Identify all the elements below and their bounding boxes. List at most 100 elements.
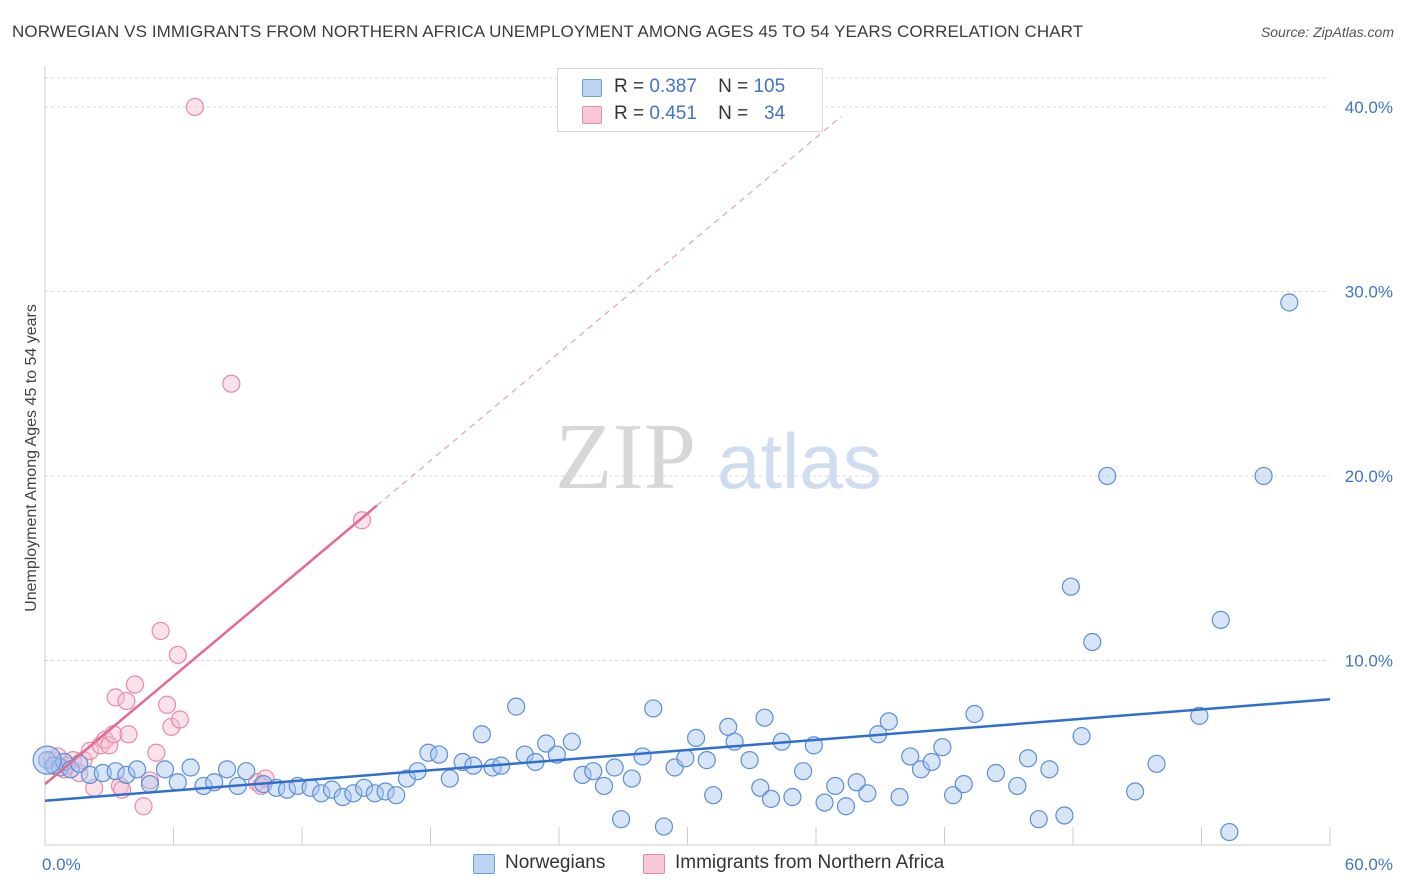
point-immigrants	[170, 710, 190, 729]
point-norwegians	[755, 708, 774, 727]
point-norwegians	[1018, 749, 1038, 768]
point-norwegians	[155, 760, 175, 779]
watermark-zip: ZIP	[555, 405, 696, 509]
point-immigrants	[119, 725, 138, 744]
bottom-legend-label: Norwegians	[505, 852, 606, 873]
point-norwegians	[217, 760, 237, 779]
point-norwegians	[644, 699, 663, 718]
point-norwegians	[537, 734, 556, 753]
point-norwegians	[573, 765, 592, 784]
point-norwegians	[1055, 806, 1074, 825]
legend-n-value: 105	[753, 76, 786, 97]
axes	[44, 66, 1331, 846]
point-norwegians	[594, 776, 614, 796]
point-norwegians	[612, 810, 631, 829]
correlation-legend: R = 0.387 N = 105 R = 0.451 N = 34	[557, 68, 823, 132]
y-axis-label: Unemployment Among Ages 45 to 54 years	[23, 304, 40, 612]
point-norwegians	[507, 697, 526, 716]
bottom-legend-label: Immigrants from Northern Africa	[675, 852, 945, 873]
point-norwegians	[847, 773, 866, 792]
point-norwegians	[654, 817, 674, 836]
legend-n-label: N =	[718, 103, 749, 124]
legend-r-label: R =	[614, 103, 645, 124]
point-immigrants	[134, 797, 153, 816]
bottom-legend-swatch-blue	[473, 854, 495, 874]
point-norwegians	[933, 738, 952, 757]
point-norwegians	[117, 765, 136, 784]
point-norwegians	[1083, 632, 1102, 652]
point-norwegians-cluster	[32, 745, 62, 775]
legend-n-value: 34	[764, 103, 786, 124]
source-label: Source: ZipAtlas.com	[1260, 24, 1394, 40]
series-norwegians-points	[32, 293, 1299, 842]
point-norwegians	[376, 782, 395, 801]
series-immigrants-points	[42, 97, 372, 816]
point-norwegians	[106, 762, 125, 781]
point-norwegians	[1126, 782, 1145, 801]
legend-swatch-pink	[582, 106, 602, 124]
trend-line-immigrants-extension	[376, 115, 843, 506]
point-norwegians	[168, 773, 187, 792]
point-norwegians	[429, 745, 449, 764]
point-immigrants	[125, 675, 145, 694]
x-tick-label: 60.0%	[1345, 855, 1393, 874]
point-norwegians	[826, 776, 845, 796]
point-norwegians	[761, 789, 781, 808]
point-immigrants	[168, 645, 187, 665]
trend-lines	[44, 115, 1331, 802]
point-norwegians	[740, 751, 759, 770]
point-norwegians	[1211, 610, 1230, 629]
point-norwegians	[676, 749, 695, 768]
point-immigrants	[100, 736, 119, 755]
point-norwegians	[472, 725, 491, 744]
point-norwegians	[194, 776, 213, 796]
bottom-legend-swatch-pink	[643, 854, 665, 874]
y-tick-label: 20.0%	[1345, 467, 1393, 486]
point-norwegians	[127, 760, 147, 779]
point-norwegians	[879, 712, 898, 731]
point-immigrants	[185, 97, 205, 117]
point-norwegians	[943, 786, 963, 805]
point-immigrants	[222, 374, 241, 393]
point-immigrants	[157, 695, 177, 714]
point-norwegians	[312, 784, 331, 803]
watermark-atlas: atlas	[717, 417, 882, 505]
point-norwegians	[1040, 760, 1059, 779]
trend-line-norwegians	[44, 697, 1331, 802]
y-tick-label: 10.0%	[1345, 651, 1393, 670]
point-norwegians	[333, 787, 352, 807]
point-norwegians	[836, 797, 856, 816]
y-tick-label: 30.0%	[1345, 282, 1393, 301]
point-norwegians	[1190, 706, 1209, 725]
y-tick-label: 40.0%	[1345, 98, 1393, 117]
point-norwegians	[1220, 822, 1239, 842]
x-tick-label: 0.0%	[42, 855, 81, 874]
point-norwegians	[622, 769, 641, 788]
legend-r-value: 0.387	[649, 76, 697, 97]
point-norwegians	[858, 784, 877, 803]
point-norwegians	[344, 784, 363, 803]
point-norwegians	[1098, 466, 1117, 486]
point-immigrants	[106, 688, 125, 707]
legend-r-value: 0.451	[649, 103, 697, 124]
point-norwegians	[440, 769, 459, 788]
point-norwegians	[794, 762, 813, 781]
grid-lines	[45, 77, 1330, 661]
watermark: ZIP atlas	[555, 405, 882, 509]
point-norwegians	[397, 769, 417, 788]
tick-labels: 10.0% 20.0% 30.0% 40.0% 0.0% 60.0%	[42, 98, 1393, 874]
point-norwegians	[954, 775, 973, 794]
point-norwegians	[697, 751, 716, 770]
point-immigrants	[151, 621, 170, 641]
point-norwegians	[704, 786, 723, 805]
point-norwegians	[815, 793, 834, 812]
point-norwegians	[965, 704, 984, 724]
legend-swatch-blue	[582, 79, 602, 97]
point-norwegians	[1061, 577, 1080, 596]
point-norwegians	[562, 732, 581, 751]
legend-r-label: R =	[614, 76, 645, 97]
point-norwegians	[783, 787, 802, 807]
point-norwegians	[633, 747, 652, 766]
point-norwegians	[355, 778, 374, 797]
